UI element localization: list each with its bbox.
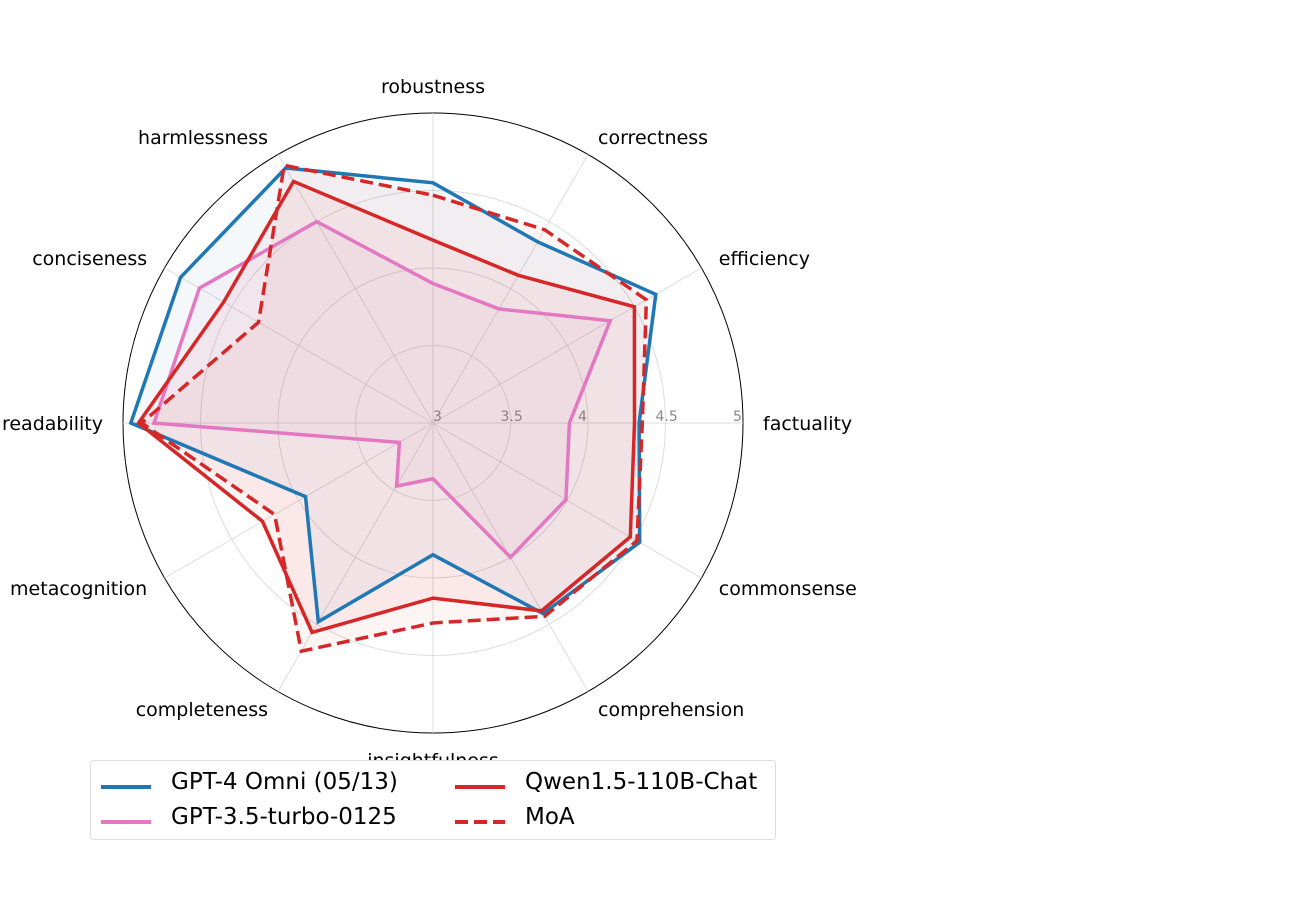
series-line [151, 219, 613, 560]
legend-swatch-line [101, 785, 151, 789]
tick-label: 5 [733, 409, 742, 425]
tick-label: 4 [578, 409, 587, 425]
legend-label: GPT-3.5-turbo-0125 [171, 804, 397, 830]
grid-spoke [164, 267, 434, 424]
series-fill [141, 165, 647, 652]
axis-label-efficiency: efficiency [719, 248, 810, 270]
legend-swatch-line [455, 785, 505, 789]
legend-item-gpt4o: GPT-4 Omni (05/13) [99, 765, 398, 799]
legend-label: MoA [525, 804, 575, 830]
axis-label-readability: readability [2, 413, 103, 435]
grid-spoke [277, 154, 434, 424]
legend-label: Qwen1.5-110B-Chat [525, 769, 758, 795]
axis-label-metacognition: metacognition [10, 578, 147, 600]
legend-item-moa: MoA [453, 800, 575, 834]
grid [122, 112, 744, 734]
legend-swatch [453, 812, 507, 824]
legend-swatch [453, 777, 507, 789]
series-fill [154, 221, 611, 558]
legend: GPT-4 Omni (05/13) GPT-3.5-turbo-0125 Qw… [90, 760, 776, 840]
series-lines [128, 163, 658, 654]
grid-spoke [432, 154, 589, 424]
legend-swatch-line [455, 820, 505, 824]
series-line [136, 179, 637, 635]
series-line [128, 166, 658, 625]
tick-label: 3 [433, 409, 442, 425]
tick-label: 3.5 [501, 409, 523, 425]
axis-label-commonsense: commonsense [719, 578, 857, 600]
series-fill [130, 168, 656, 622]
legend-swatch-line [101, 820, 151, 824]
axis-label-completeness: completeness [136, 699, 268, 721]
grid-spoke [277, 422, 434, 692]
axis-label-comprehension: comprehension [598, 699, 744, 721]
tick-label: 4.5 [656, 409, 678, 425]
axis-label-harmlessness: harmlessness [138, 127, 268, 149]
legend-swatch [99, 777, 153, 789]
axis-label-correctness: correctness [598, 127, 708, 149]
legend-label: GPT-4 Omni (05/13) [171, 769, 398, 795]
legend-item-qwen: Qwen1.5-110B-Chat [453, 765, 757, 799]
legend-swatch [99, 812, 153, 824]
axis-label-robustness: robustness [381, 76, 485, 98]
axis-label-factuality: factuality [763, 413, 852, 435]
series-line [138, 163, 649, 654]
grid-spoke [164, 422, 434, 579]
legend-item-gpt35: GPT-3.5-turbo-0125 [99, 800, 397, 834]
axis-label-conciseness: conciseness [32, 248, 147, 270]
